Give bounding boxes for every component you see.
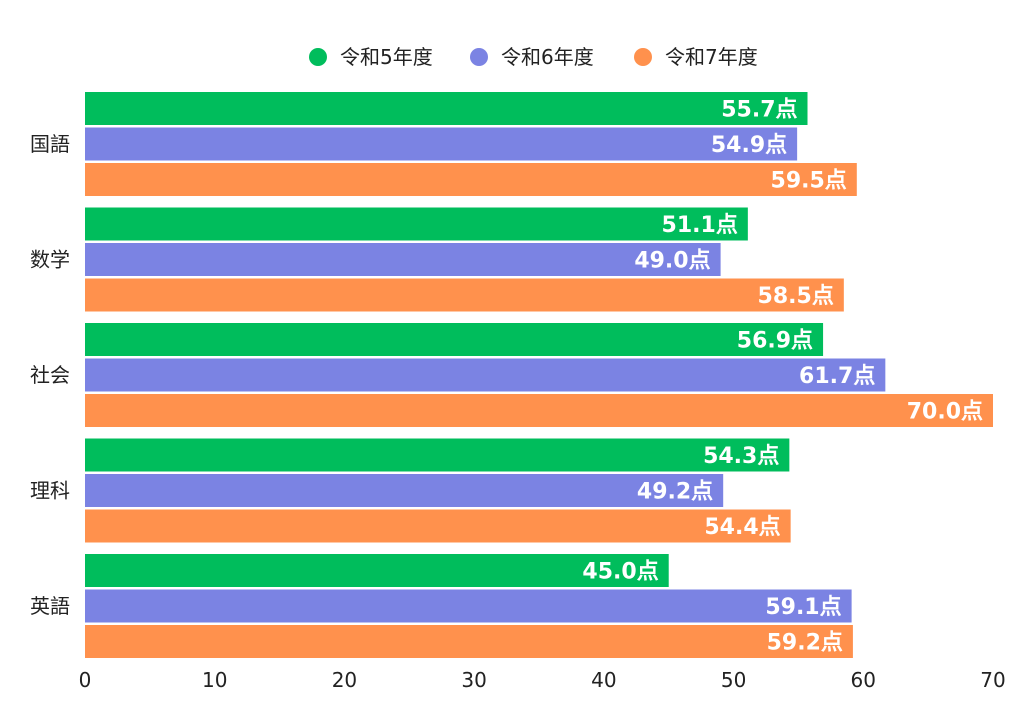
data-label: 54.4点 — [704, 514, 780, 540]
x-tick-label: 70 — [980, 668, 1005, 692]
bar — [85, 589, 852, 623]
x-tick-label: 30 — [461, 668, 486, 692]
bars-group: 55.7点 54.9点 59.5点 51.1点 49.0点 58.5点 56.9点 61.7点… — [85, 92, 993, 658]
data-label: 49.2点 — [637, 479, 713, 505]
x-axis: 0 10 20 30 40 50 60 70 — [79, 668, 1006, 692]
bar — [85, 243, 721, 276]
legend-marker-2 — [470, 48, 488, 66]
category-label: 理科 — [30, 479, 70, 503]
data-label: 54.9点 — [711, 132, 787, 158]
legend-marker-1 — [309, 48, 327, 66]
data-label: 70.0点 — [907, 399, 983, 425]
data-label: 55.7点 — [721, 97, 797, 123]
bar — [85, 394, 993, 427]
x-tick-label: 0 — [79, 668, 92, 692]
bar — [85, 163, 857, 196]
bar — [85, 554, 669, 587]
legend-label-1: 令和5年度 — [340, 45, 433, 69]
data-label: 45.0点 — [582, 559, 658, 585]
bar — [85, 323, 824, 356]
data-label: 56.9点 — [737, 328, 813, 354]
category-label: 英語 — [30, 594, 70, 618]
data-label: 51.1点 — [662, 212, 738, 238]
legend-marker-3 — [634, 48, 652, 66]
data-label: 59.1点 — [765, 594, 841, 620]
legend-label-2: 令和6年度 — [501, 45, 594, 69]
data-label: 54.3点 — [703, 443, 779, 469]
bar — [85, 207, 748, 241]
data-label: 59.2点 — [767, 630, 843, 656]
category-label: 社会 — [30, 363, 70, 387]
bar — [85, 92, 808, 125]
bar — [85, 509, 791, 543]
category-label: 数学 — [30, 248, 70, 272]
legend-label-3: 令和7年度 — [665, 45, 758, 69]
x-tick-label: 60 — [851, 668, 876, 692]
category-label: 国語 — [30, 132, 70, 156]
data-label: 61.7点 — [799, 363, 875, 389]
x-tick-label: 50 — [721, 668, 746, 692]
bar — [85, 625, 853, 658]
legend: 令和5年度 令和6年度 令和7年度 — [309, 45, 758, 69]
x-tick-label: 10 — [202, 668, 227, 692]
data-label: 59.5点 — [771, 168, 847, 194]
data-label: 49.0点 — [634, 248, 710, 274]
bar — [85, 474, 724, 507]
x-tick-label: 40 — [591, 668, 616, 692]
x-tick-label: 20 — [332, 668, 357, 692]
bar — [85, 358, 886, 392]
bar — [85, 278, 844, 312]
bar — [85, 438, 790, 472]
bar — [85, 127, 798, 161]
data-label: 58.5点 — [758, 283, 834, 309]
